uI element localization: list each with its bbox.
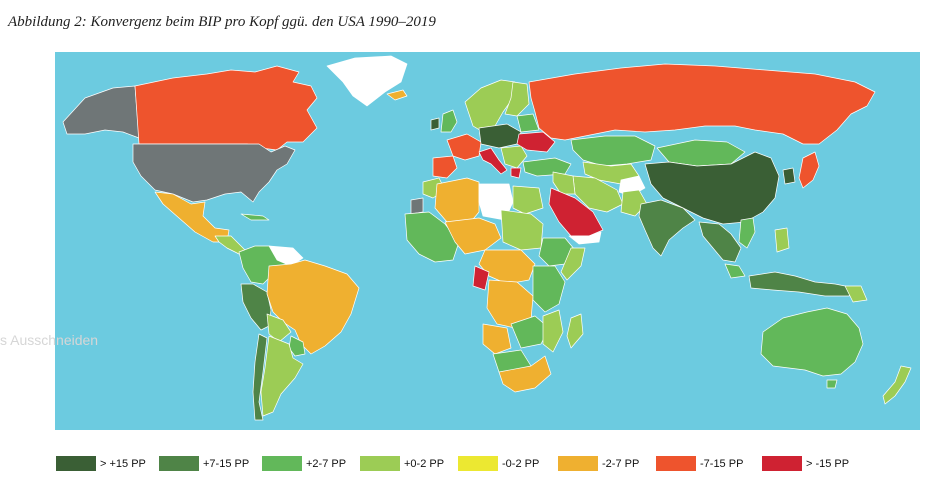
region-vietnam	[738, 217, 756, 249]
region-angola	[482, 323, 512, 355]
region-alaska	[62, 85, 140, 139]
region-ukraine	[516, 131, 556, 153]
legend-label: -7-15 PP	[700, 457, 744, 470]
legend-swatch	[159, 456, 199, 471]
legend-swatch	[360, 456, 400, 471]
region-australia	[760, 307, 864, 377]
region-west-africa	[404, 211, 460, 263]
region-iceland	[386, 89, 408, 101]
legend-item: > -15 PP	[762, 456, 849, 471]
legend-swatch	[56, 456, 96, 471]
legend-label: -2-7 PP	[602, 457, 640, 470]
legend-swatch	[262, 456, 302, 471]
region-bolivia	[266, 313, 292, 343]
region-brazil	[266, 259, 360, 355]
region-kazakhstan	[570, 135, 656, 167]
legend-swatch	[558, 456, 598, 471]
region-belarus	[516, 113, 540, 133]
region-madagascar	[566, 313, 584, 349]
region-central-africa	[478, 249, 536, 285]
legend-swatch	[762, 456, 802, 471]
legend-item: -7-15 PP	[656, 456, 743, 471]
legend-item: -2-7 PP	[558, 456, 639, 471]
region-uk	[440, 109, 458, 133]
region-turkey	[522, 157, 572, 177]
region-east-africa	[532, 265, 566, 313]
region-greenland	[326, 55, 408, 107]
legend-label: +7-15 PP	[203, 457, 250, 470]
region-png	[844, 285, 868, 303]
region-south-africa	[498, 355, 552, 393]
region-greece	[510, 167, 522, 179]
legend-item: > +15 PP	[56, 456, 146, 471]
region-china	[644, 151, 780, 225]
region-iberia	[432, 155, 458, 179]
legend-label: > -15 PP	[806, 457, 850, 470]
region-japan	[798, 151, 820, 189]
legend-swatch	[458, 456, 498, 471]
region-india	[638, 199, 696, 257]
region-korea	[782, 167, 796, 185]
ghost-overlay-text: s Ausschneiden	[0, 332, 99, 348]
region-new-zealand	[882, 365, 912, 405]
region-cuba	[240, 213, 270, 221]
region-tasmania	[826, 379, 838, 389]
region-italy	[478, 147, 508, 175]
region-western-sahara	[410, 197, 424, 215]
legend-swatch	[656, 456, 696, 471]
region-mexico	[154, 191, 230, 243]
legend-label: > +15 PP	[100, 457, 146, 470]
region-scandinavia	[464, 79, 516, 133]
legend-item: +7-15 PP	[159, 456, 249, 471]
legend-label: -0-2 PP	[502, 457, 540, 470]
region-sahel	[444, 217, 502, 255]
region-egypt	[512, 185, 544, 215]
legend-item: +2-7 PP	[262, 456, 346, 471]
region-malaysia	[724, 263, 746, 279]
region-mozambique	[542, 309, 564, 353]
region-ireland	[430, 117, 440, 131]
region-yemen	[568, 231, 602, 245]
legend-item: -0-2 PP	[458, 456, 539, 471]
region-algeria	[434, 177, 480, 225]
legend-label: +2-7 PP	[306, 457, 347, 470]
region-philippines	[774, 227, 790, 253]
region-chile	[252, 333, 268, 421]
region-somalia	[560, 247, 586, 281]
region-russia	[528, 63, 876, 145]
region-balkans	[500, 145, 528, 169]
region-iran	[572, 175, 624, 213]
legend-item: +0-2 PP	[360, 456, 444, 471]
region-iraq-syria	[552, 171, 576, 195]
world-map	[55, 52, 920, 430]
region-usa	[132, 143, 296, 203]
figure-title: Abbildung 2: Konvergenz beim BIP pro Kop…	[8, 14, 436, 30]
region-gabon	[472, 265, 490, 291]
legend-label: +0-2 PP	[404, 457, 445, 470]
region-argentina	[260, 335, 304, 417]
region-southeast-asia	[698, 221, 742, 263]
